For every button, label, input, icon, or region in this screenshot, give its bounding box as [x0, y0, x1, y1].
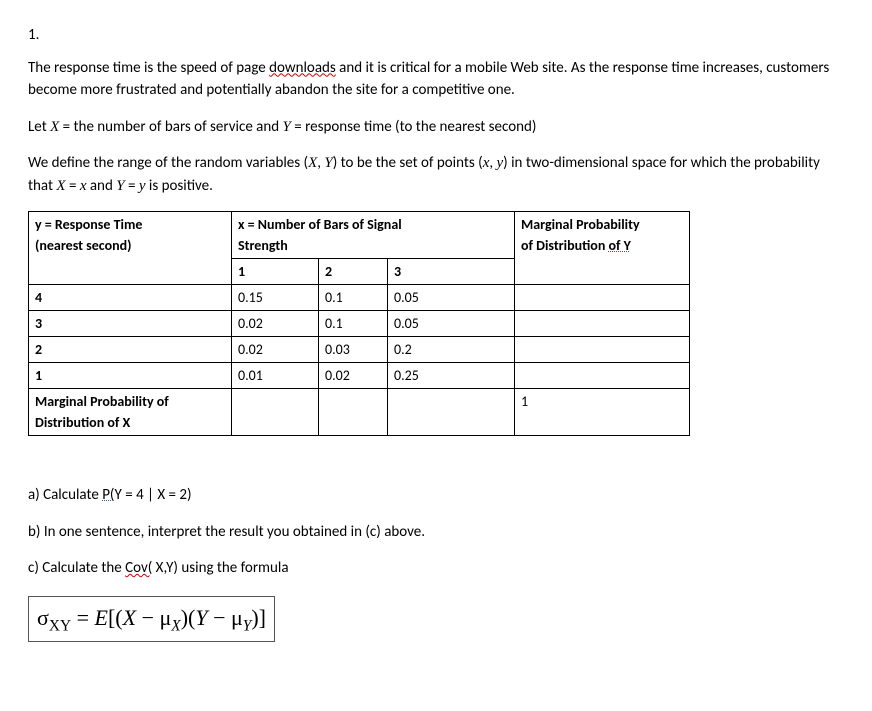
var-x: X — [50, 119, 59, 135]
var-y: Y — [283, 119, 291, 135]
cell: 0.05 — [388, 311, 515, 337]
text: c) Calculate the — [28, 559, 125, 577]
var-x: X — [56, 178, 65, 194]
question-number: 1. — [28, 24, 844, 47]
header-y: y = Response Time (nearest second) — [29, 212, 232, 285]
covariance-formula: σXY = E[(X − μX)(Y − μY)] — [28, 596, 275, 643]
cell — [515, 311, 690, 337]
text: ) to be the set of points ( — [333, 154, 483, 172]
cell: 0.05 — [388, 285, 515, 311]
intro-paragraph: The response time is the speed of page d… — [28, 57, 844, 102]
text: y = Response Time — [35, 216, 142, 233]
header-x: x = Number of Bars of Signal Strength — [232, 212, 515, 259]
range-paragraph: We define the range of the random variab… — [28, 152, 844, 197]
cell-y: 1 — [29, 363, 232, 389]
text: Marginal Probability of — [35, 393, 169, 410]
header-marginal-y: Marginal Probability of Distribution of … — [515, 212, 690, 285]
underlined-word: Cov( — [125, 559, 152, 577]
text: Let — [28, 118, 50, 136]
cell: 0.01 — [232, 363, 319, 389]
cell: 0.03 — [319, 337, 388, 363]
text: , — [489, 154, 496, 172]
text: = — [125, 177, 139, 195]
cell — [232, 389, 319, 436]
text: = response time (to the nearest second) — [291, 118, 537, 136]
subheader-3: 3 — [388, 259, 515, 285]
var-y: Y — [116, 178, 124, 194]
minus-mu: − μ — [208, 605, 243, 630]
cell — [515, 285, 690, 311]
cell — [515, 337, 690, 363]
cell — [319, 389, 388, 436]
bracket: [( — [108, 605, 123, 630]
underlined-text: P( — [102, 486, 114, 504]
cell-y: 3 — [29, 311, 232, 337]
cell: 0.15 — [232, 285, 319, 311]
cell: 0.1 — [319, 311, 388, 337]
cell: 0.25 — [388, 363, 515, 389]
close: )] — [251, 605, 266, 630]
table-row: 2 0.02 0.03 0.2 — [29, 337, 690, 363]
cell: 0.2 — [388, 337, 515, 363]
table-marginal-row: Marginal Probability of Distribution of … — [29, 389, 690, 436]
sigma: σ — [37, 605, 49, 630]
subheader-1: 1 — [232, 259, 319, 285]
cell-y: 4 — [29, 285, 232, 311]
var-y: Y — [324, 155, 332, 171]
cell-y: 2 — [29, 337, 232, 363]
sub-xy: XY — [49, 617, 71, 634]
text: and — [86, 177, 116, 195]
var-x: X — [308, 155, 317, 171]
cell — [388, 389, 515, 436]
let-paragraph: Let X = the number of bars of service an… — [28, 116, 844, 139]
cell: 1 — [515, 389, 690, 436]
text: is positive. — [146, 177, 213, 195]
subheader-2: 2 — [319, 259, 388, 285]
e: E — [95, 605, 108, 630]
text: a) Calculate — [28, 486, 102, 504]
cell-marginal-label: Marginal Probability of Distribution of … — [29, 389, 232, 436]
x: X — [123, 605, 136, 630]
text: The response time is the speed of page — [28, 59, 269, 77]
text: Distribution of X — [35, 414, 130, 431]
table-header-row: y = Response Time (nearest second) x = N… — [29, 212, 690, 259]
table-row: 4 0.15 0.1 0.05 — [29, 285, 690, 311]
text: = — [66, 177, 80, 195]
joint-probability-table: y = Response Time (nearest second) x = N… — [28, 211, 690, 436]
question-a: a) Calculate P(Y = 4 | X = 2) — [28, 484, 844, 507]
text: Strength — [238, 237, 288, 254]
table-row: 3 0.02 0.1 0.05 — [29, 311, 690, 337]
y: Y — [195, 605, 207, 630]
text: = the number of bars of service and — [59, 118, 282, 136]
sub-x: X — [171, 617, 180, 634]
eq: = — [71, 605, 94, 630]
text: (nearest second) — [35, 237, 131, 254]
cell: 0.02 — [232, 311, 319, 337]
cell: 0.02 — [319, 363, 388, 389]
underlined-word: downloads — [269, 59, 336, 77]
question-b: b) In one sentence, interpret the result… — [28, 521, 844, 544]
cell — [515, 363, 690, 389]
text: Marginal Probability — [521, 216, 640, 233]
text: x = Number of Bars of Signal — [238, 216, 402, 233]
text: of Distribution — [521, 237, 609, 254]
var-y: y — [139, 178, 146, 194]
text: X,Y) using the formula — [152, 559, 288, 577]
minus-mu: − μ — [136, 605, 171, 630]
mid: )( — [181, 605, 196, 630]
cell: 0.02 — [232, 337, 319, 363]
question-c: c) Calculate the Cov( X,Y) using the for… — [28, 557, 844, 580]
cell: 0.1 — [319, 285, 388, 311]
text: Y = 4 | X = 2) — [115, 486, 192, 504]
text: We define the range of the random variab… — [28, 154, 308, 172]
table-row: 1 0.01 0.02 0.25 — [29, 363, 690, 389]
underlined-text: of Y — [609, 237, 631, 254]
